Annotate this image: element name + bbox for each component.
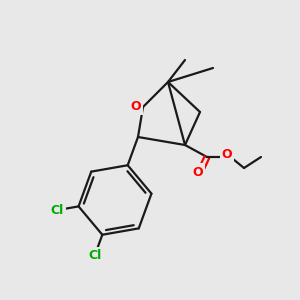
Text: O: O [131, 100, 141, 112]
Text: O: O [222, 148, 232, 160]
Text: Cl: Cl [88, 249, 101, 262]
Text: O: O [193, 166, 203, 178]
Text: Cl: Cl [50, 204, 64, 217]
